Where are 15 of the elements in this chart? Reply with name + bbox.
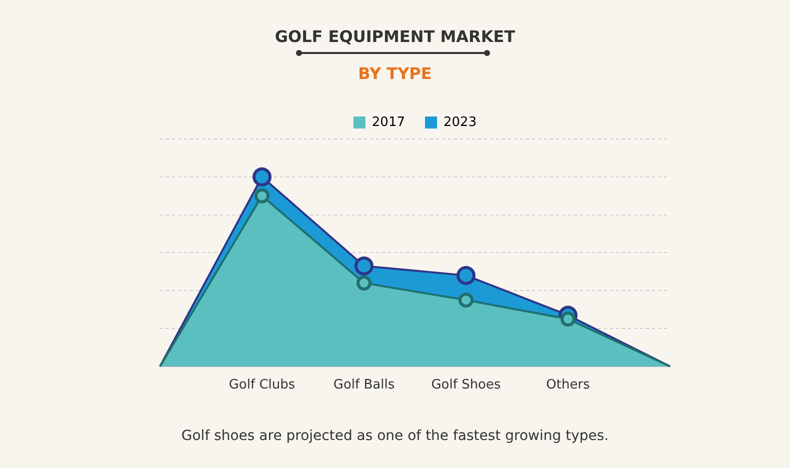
x-tick-label: Golf Shoes: [431, 378, 501, 393]
legend-label: 2017: [372, 114, 406, 130]
point: [254, 188, 270, 204]
x-tick-label: Others: [546, 378, 590, 393]
chart-title: GOLF EQUIPMENT MARKET: [274, 27, 516, 46]
point: [356, 276, 372, 291]
x-tick-label: Golf Balls: [333, 378, 395, 393]
point: [456, 266, 476, 285]
x-tick-label: Golf Clubs: [228, 378, 296, 393]
point: [252, 167, 272, 186]
point: [458, 292, 474, 308]
legend-label: 2023: [444, 114, 477, 130]
point: [354, 256, 374, 276]
text: Golf shoes are projected as one of the fastest growing types.: [180, 428, 610, 444]
chart-subtitle: BY TYPE: [357, 64, 433, 83]
